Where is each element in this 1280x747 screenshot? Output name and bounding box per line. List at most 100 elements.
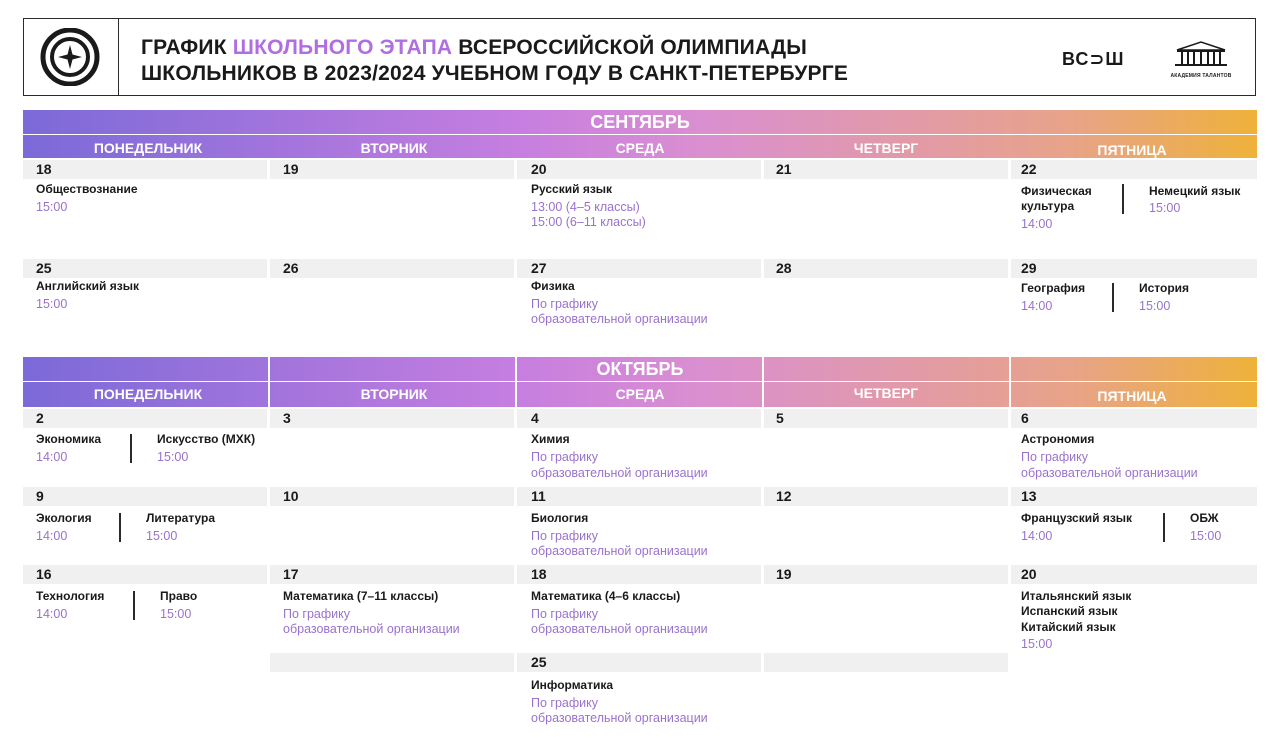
date-bar <box>270 259 514 278</box>
date-number: 3 <box>283 410 291 426</box>
weekday-tuesday: ВТОРНИК <box>360 140 428 156</box>
subject: Технология <box>36 589 105 603</box>
date-bar <box>764 487 1008 506</box>
subject: Немецкий язык <box>1149 184 1241 198</box>
subject: Искусство (МХК) <box>157 432 256 446</box>
subject: ОБЖ <box>1190 511 1219 525</box>
weekday-band-september: ПОНЕДЕЛЬНИК ВТОРНИК СРЕДА ЧЕТВЕРГ ПЯТНИЦ… <box>23 135 1257 158</box>
column-divider <box>1009 382 1011 407</box>
month-label: СЕНТЯБРЬ <box>590 112 690 132</box>
separator <box>1112 283 1114 312</box>
date-number: 21 <box>776 161 792 177</box>
time: образовательной организации <box>531 622 708 636</box>
column-divider <box>515 357 517 381</box>
separator <box>119 513 121 542</box>
column-divider <box>762 382 764 407</box>
subject: Математика (7–11 классы) <box>283 589 439 603</box>
time: 15:00 <box>1149 201 1181 215</box>
time: 14:00 <box>36 607 68 621</box>
academy-building-icon <box>1175 41 1227 66</box>
column-divider <box>268 382 270 407</box>
weekday-monday: ПОНЕДЕЛЬНИК <box>93 140 203 156</box>
date-bar <box>270 487 514 506</box>
weekday-friday: ПЯТНИЦА <box>1097 142 1167 158</box>
weekday-friday: ПЯТНИЦА <box>1097 388 1167 404</box>
date-bar <box>517 487 761 506</box>
date-number: 20 <box>531 161 547 177</box>
subject: Физика <box>531 279 575 293</box>
time: 15:00 <box>157 450 189 464</box>
date-number: 2 <box>36 410 44 426</box>
separator <box>1122 184 1124 214</box>
weekday-wednesday: СРЕДА <box>615 140 665 156</box>
date-number: 9 <box>36 488 44 504</box>
column-divider <box>515 382 517 407</box>
date-bar <box>1011 259 1257 278</box>
date-bar <box>517 565 761 584</box>
time: образовательной организации <box>531 544 708 558</box>
subject: Испанский язык <box>1021 604 1118 618</box>
month-label: ОКТЯБРЬ <box>596 359 684 379</box>
time: 14:00 <box>1021 529 1053 543</box>
date-bar <box>270 409 514 428</box>
subject: Обществознание <box>36 182 138 196</box>
date-number: 19 <box>283 161 299 177</box>
date-number: 28 <box>776 260 792 276</box>
date-bar <box>23 487 267 506</box>
date-bar <box>517 160 761 179</box>
weekday-monday: ПОНЕДЕЛЬНИК <box>93 386 203 402</box>
date-bar <box>764 653 1008 672</box>
weekday-tuesday: ВТОРНИК <box>360 386 428 402</box>
date-number: 22 <box>1021 161 1037 177</box>
page-title: ГРАФИК ШКОЛЬНОГО ЭТАПА ВСЕРОССИЙСКОЙ ОЛИ… <box>141 36 849 85</box>
time: По графику <box>531 297 598 311</box>
time: образовательной организации <box>531 711 708 725</box>
separator <box>1163 513 1165 542</box>
date-bar <box>764 565 1008 584</box>
time: 15:00 <box>1139 299 1171 313</box>
subject: Экономика <box>36 432 102 446</box>
date-number: 25 <box>36 260 52 276</box>
subject: Физическая <box>1021 184 1092 198</box>
date-number: 19 <box>776 566 792 582</box>
subject: Английский язык <box>36 279 139 293</box>
month-band-october: ОКТЯБРЬ <box>23 357 1257 381</box>
time: 14:00 <box>36 529 68 543</box>
date-number: 17 <box>283 566 299 582</box>
subject: Итальянский язык <box>1021 589 1132 603</box>
time: 15:00 (6–11 классы) <box>531 215 646 229</box>
time: 14:00 <box>1021 299 1053 313</box>
time: 15:00 <box>1190 529 1222 543</box>
date-bar <box>23 259 267 278</box>
time: По графику <box>531 450 598 464</box>
time: 14:00 <box>1021 217 1053 231</box>
subject: Химия <box>531 432 570 446</box>
weekday-thursday: ЧЕТВЕРГ <box>853 385 919 401</box>
date-bar <box>517 653 761 672</box>
date-bar <box>517 259 761 278</box>
time: По графику <box>283 607 350 621</box>
date-bar <box>764 259 1008 278</box>
time: образовательной организации <box>531 466 708 480</box>
date-bar <box>23 409 267 428</box>
subject: География <box>1021 281 1086 295</box>
subject: Литература <box>146 511 216 525</box>
date-number: 18 <box>531 566 547 582</box>
date-bar <box>1011 565 1257 584</box>
subject: Математика (4–6 классы) <box>531 589 681 603</box>
subject: Информатика <box>531 678 614 692</box>
header: ГРАФИК ШКОЛЬНОГО ЭТАПА ВСЕРОССИЙСКОЙ ОЛИ… <box>23 18 1256 96</box>
weekday-thursday: ЧЕТВЕРГ <box>853 140 919 156</box>
time: По графику <box>531 696 598 710</box>
time: образовательной организации <box>531 312 708 326</box>
date-bar <box>270 160 514 179</box>
column-divider <box>1009 357 1011 381</box>
date-number: 26 <box>283 260 299 276</box>
time: По графику <box>531 607 598 621</box>
date-bar <box>270 565 514 584</box>
weekday-band-october: ПОНЕДЕЛЬНИК ВТОРНИК СРЕДА ЧЕТВЕРГ ПЯТНИЦ… <box>23 382 1257 407</box>
date-number: 29 <box>1021 260 1037 276</box>
date-bar <box>764 409 1008 428</box>
olympiad-logo <box>24 19 119 95</box>
date-number: 10 <box>283 488 299 504</box>
